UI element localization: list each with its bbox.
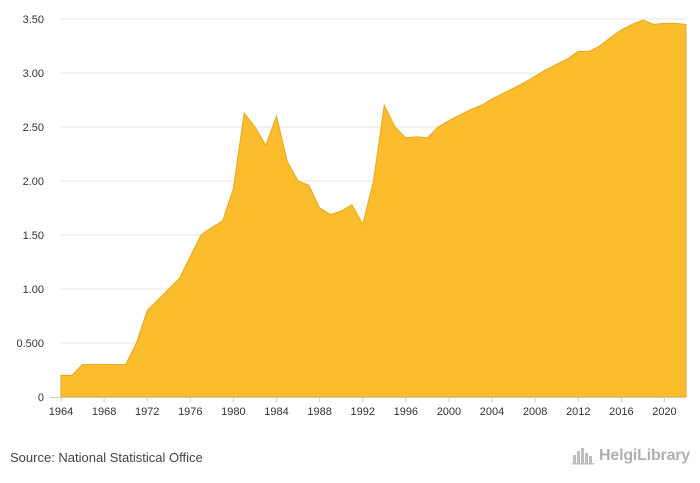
x-tick-label: 2012 <box>566 406 590 418</box>
x-tick-label: 1988 <box>307 406 331 418</box>
area-series-fill <box>60 19 687 398</box>
y-tick-label: 3.50 <box>23 14 44 26</box>
x-tick-label: 1992 <box>350 406 374 418</box>
x-tick-label: 2016 <box>609 406 633 418</box>
series-area <box>60 19 687 398</box>
x-tick-label: 2000 <box>437 406 461 418</box>
brand-logo[interactable]: HelgiLibrary <box>572 447 690 465</box>
y-tick-label: 1.00 <box>23 284 44 296</box>
x-tick-label: 2008 <box>523 406 547 418</box>
y-tick-label: 0 <box>38 392 44 404</box>
x-tick-label: 1964 <box>49 406 73 418</box>
source-note: Source: National Statistical Office <box>10 450 203 465</box>
y-tick-label: 2.00 <box>23 176 44 188</box>
x-tick-label: 1968 <box>92 406 116 418</box>
y-tick-label: 0.500 <box>16 338 44 350</box>
x-tick-label: 1980 <box>221 406 245 418</box>
y-tick-label: 3.00 <box>23 68 44 80</box>
x-tick-label: 2004 <box>480 406 504 418</box>
x-axis-labels: 1964 1968 1972 1976 1980 1984 1988 1992 1996 2000… <box>49 397 677 418</box>
x-tick-label: 1984 <box>264 406 288 418</box>
x-tick-label: 2020 <box>652 406 676 418</box>
y-tick-label: 1.50 <box>23 230 44 242</box>
x-tick-label: 1996 <box>394 406 418 418</box>
brand-name: HelgiLibrary <box>599 447 690 464</box>
x-tick-label: 1976 <box>178 406 202 418</box>
y-tick-label: 2.50 <box>23 122 44 134</box>
y-axis: 0 0.500 1.00 1.50 2.00 2.50 3.00 3.50 <box>16 14 44 404</box>
city-skyline-icon <box>572 448 595 465</box>
x-tick-label: 1972 <box>135 406 159 418</box>
